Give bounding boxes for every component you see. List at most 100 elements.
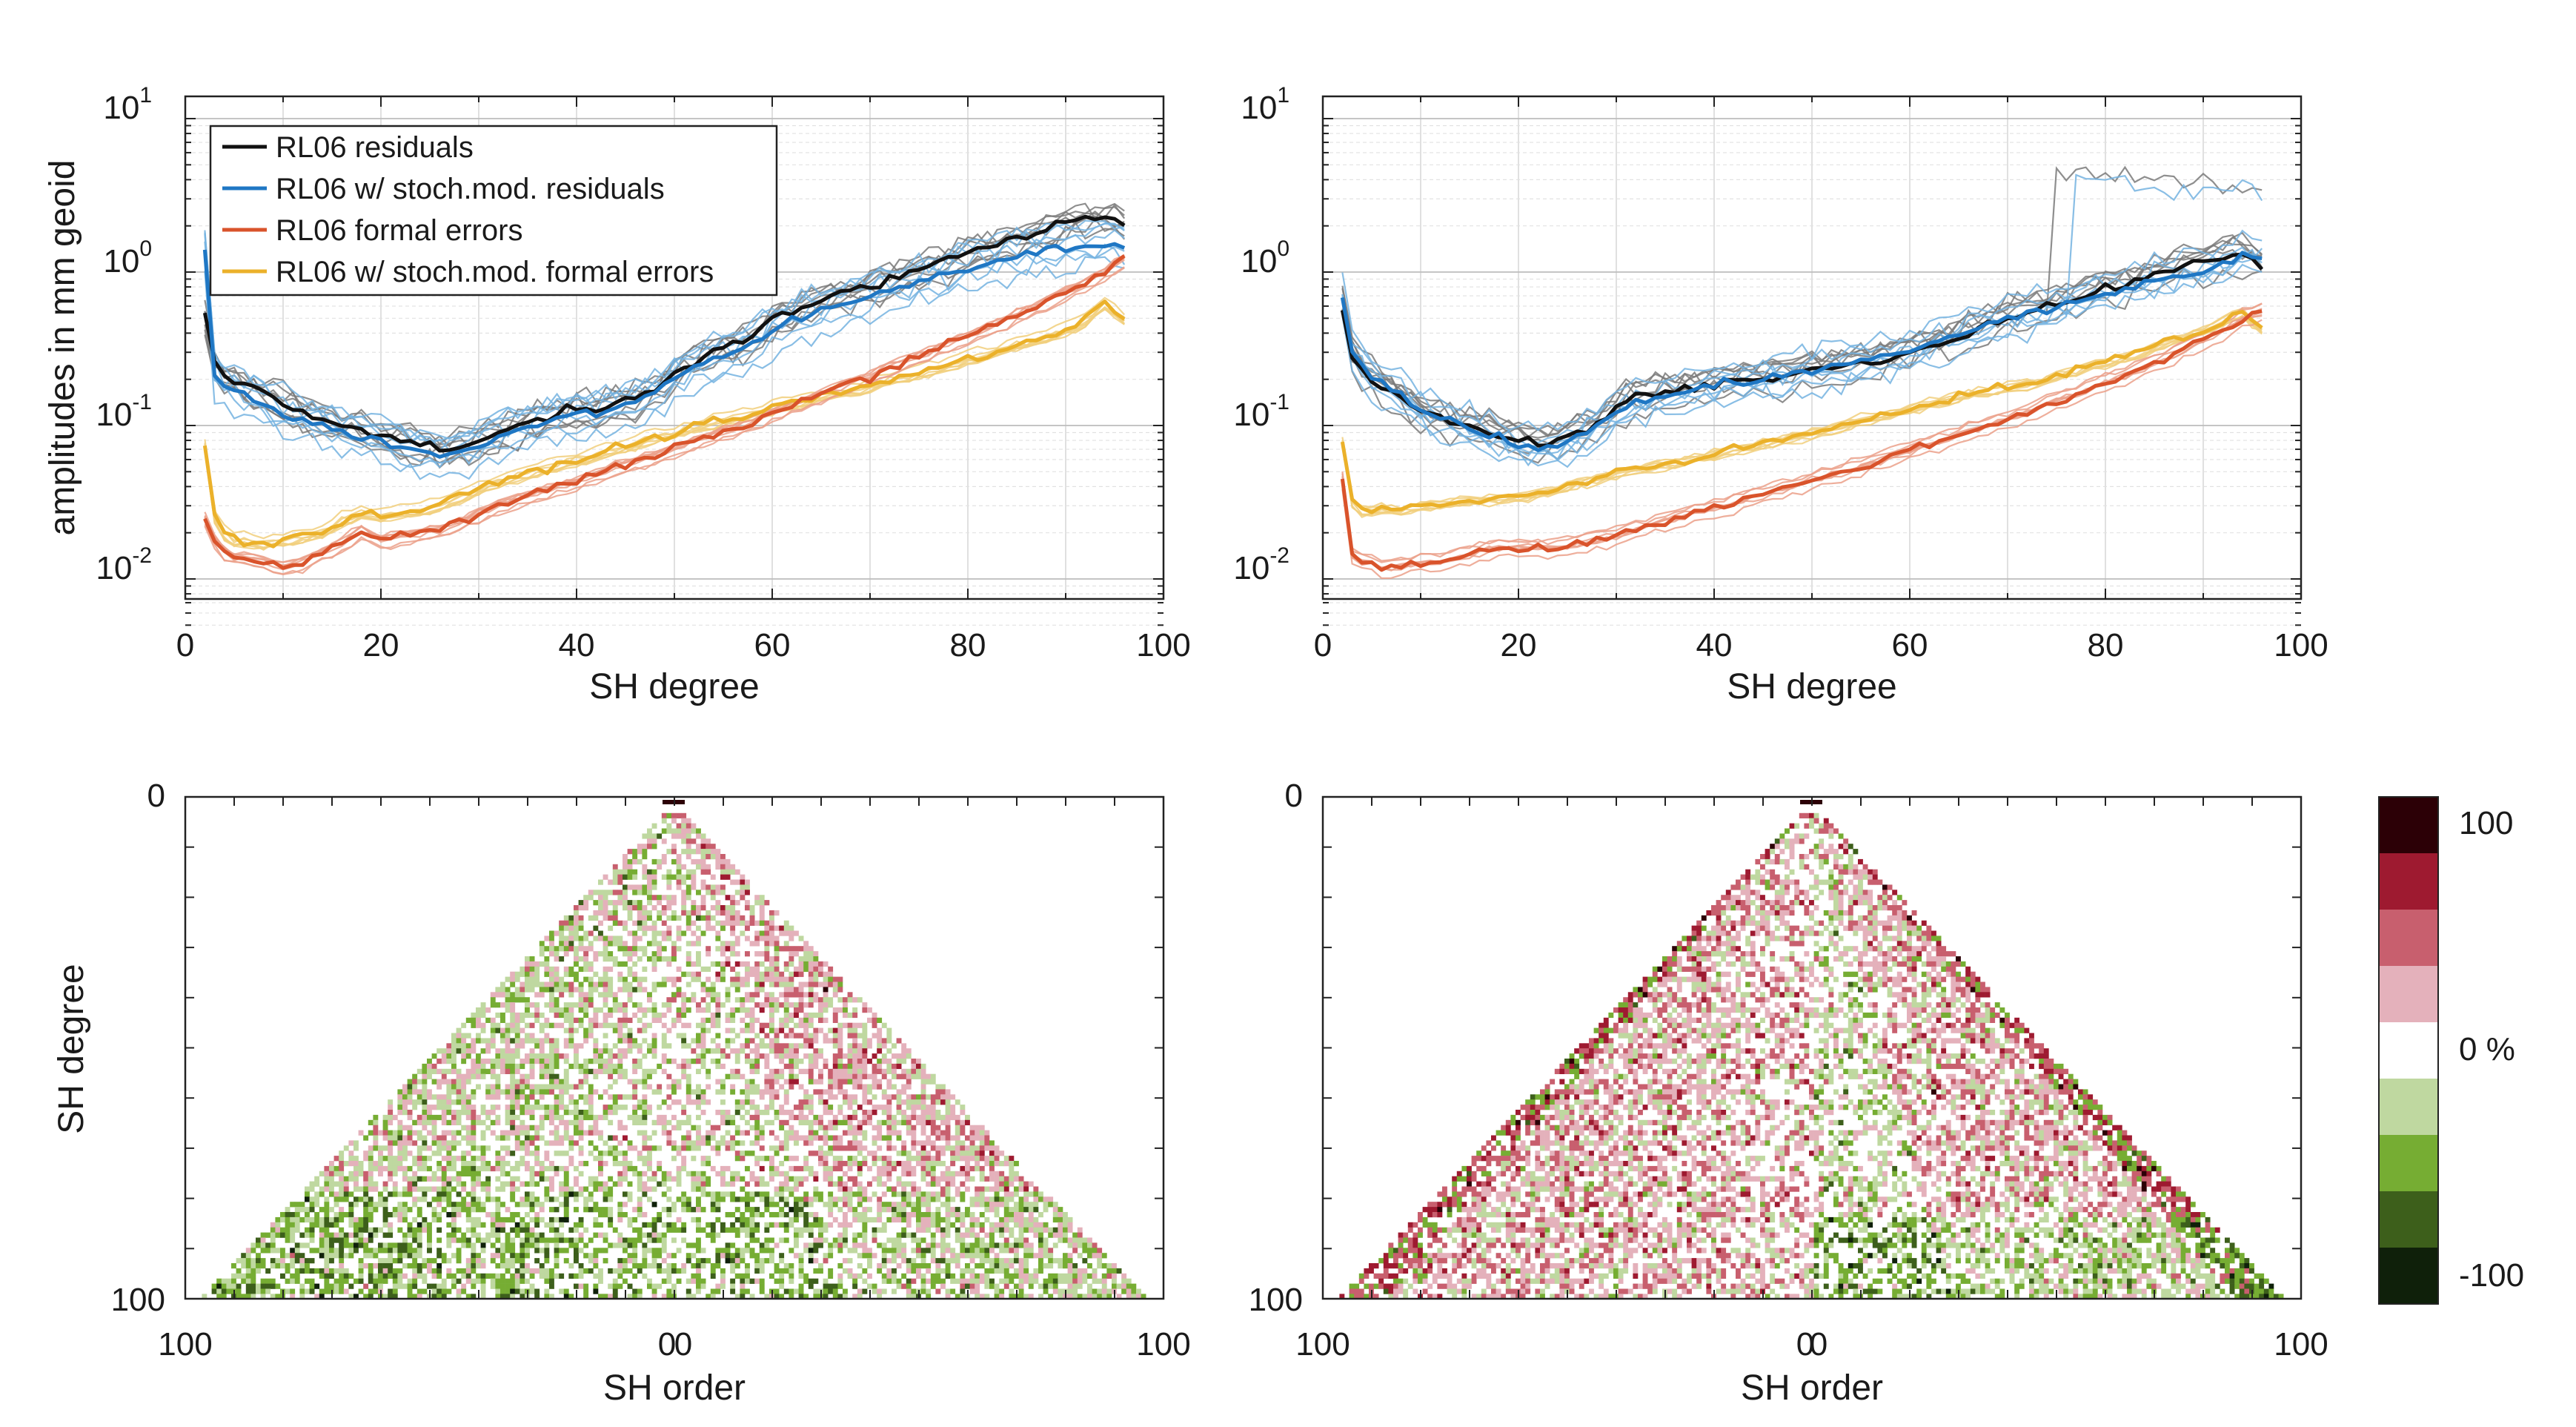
heatmap-cell <box>798 1068 804 1074</box>
heatmap-cell <box>872 1140 877 1146</box>
heatmap-cell <box>632 1119 638 1125</box>
heatmap-cell <box>710 1227 716 1233</box>
heatmap-cell <box>706 864 711 870</box>
heatmap-cell <box>559 925 565 931</box>
heatmap-cell <box>657 1012 663 1019</box>
heatmap-cell <box>642 1027 648 1033</box>
heatmap-cell <box>700 1059 706 1065</box>
heatmap-cell <box>602 1191 608 1197</box>
heatmap-cell <box>627 905 633 911</box>
heatmap-cell <box>265 1242 271 1248</box>
heatmap-cell <box>598 1022 603 1028</box>
heatmap-cell <box>309 1181 315 1187</box>
series-line-stoch_formal <box>202 299 1126 549</box>
heatmap-cell <box>920 1063 926 1070</box>
heatmap-cell <box>456 1110 462 1116</box>
heatmap-cell <box>368 1227 374 1233</box>
heatmap-cell <box>539 992 545 998</box>
heatmap-cell <box>593 1181 599 1187</box>
heatmap-cell <box>525 1212 530 1218</box>
heatmap-cell <box>608 1150 614 1156</box>
heatmap-cell <box>588 1150 594 1156</box>
heatmap-cell <box>608 1196 614 1202</box>
heatmap-cell <box>275 1227 281 1233</box>
heatmap-cell <box>339 1216 345 1223</box>
heatmap-cell <box>623 905 628 911</box>
heatmap-cell <box>975 1237 980 1243</box>
heatmap-cell <box>1052 1242 1058 1248</box>
heatmap-cell <box>730 976 736 982</box>
heatmap-cell <box>1009 1165 1015 1172</box>
heatmap-cell <box>593 1216 599 1223</box>
heatmap-cell <box>862 1110 868 1116</box>
heatmap-cell <box>706 992 711 998</box>
heatmap-cell <box>754 987 760 993</box>
heatmap-cell <box>794 1227 799 1233</box>
heatmap-cell <box>525 987 530 993</box>
heatmap-cell <box>803 1105 809 1110</box>
heatmap-cell <box>823 981 829 987</box>
heatmap-cell <box>510 1048 516 1054</box>
heatmap-cell <box>431 1114 437 1121</box>
heatmap-cell <box>388 1150 394 1156</box>
heatmap-cell <box>471 1089 477 1095</box>
heatmap-cell <box>578 1130 584 1136</box>
heatmap-cell <box>671 956 677 962</box>
heatmap-cell <box>740 981 746 987</box>
heatmap-cell <box>857 1130 863 1136</box>
heatmap-cell <box>754 1043 760 1049</box>
heatmap-cell <box>681 1140 687 1146</box>
heatmap-cell <box>779 1191 785 1197</box>
heatmap-cell <box>671 858 677 865</box>
heatmap-cell <box>661 1099 667 1105</box>
heatmap-cell <box>828 997 834 1003</box>
heatmap-cell <box>886 1156 892 1162</box>
heatmap-cell <box>476 1237 481 1243</box>
heatmap-cell <box>642 1186 648 1192</box>
heatmap-cell <box>647 910 652 916</box>
heatmap-cell <box>774 971 780 977</box>
heatmap-cell <box>632 1216 638 1223</box>
heatmap-cell <box>588 1099 594 1105</box>
heatmap-cell <box>734 981 740 987</box>
heatmap-cell <box>725 956 731 962</box>
heatmap-cell <box>456 1089 462 1095</box>
heatmap-cell <box>783 1156 789 1162</box>
heatmap-cell <box>745 992 750 998</box>
heatmap-cell <box>465 1094 471 1100</box>
heatmap-cell <box>886 1186 892 1192</box>
heatmap-cell <box>926 1079 932 1085</box>
heatmap-cell <box>774 966 780 972</box>
heatmap-cell <box>666 1105 672 1110</box>
heatmap-cell <box>353 1161 359 1167</box>
heatmap-cell <box>280 1227 285 1233</box>
heatmap-cell <box>657 915 663 921</box>
heatmap-cell <box>892 1237 897 1243</box>
heatmap-cell <box>759 1094 765 1100</box>
heatmap-cell <box>984 1140 990 1146</box>
heatmap-cell <box>1058 1207 1063 1213</box>
heatmap-cell <box>632 1110 638 1116</box>
heatmap-cell <box>696 961 701 967</box>
heatmap-cell <box>593 1043 599 1049</box>
heatmap-cell <box>955 1171 960 1176</box>
heatmap-cell <box>397 1165 403 1172</box>
heatmap-cell <box>431 1171 437 1176</box>
panel-degree-amplitudes-left: 0 20 40 60 80 100 101 100 10-1 10-2 SH d… <box>43 83 1191 706</box>
heatmap-cell <box>740 1140 746 1146</box>
heatmap-cell <box>574 1105 579 1110</box>
heatmap-cell <box>916 1227 921 1233</box>
heatmap-cell <box>549 1043 554 1049</box>
heatmap-cell <box>1018 1196 1024 1202</box>
heatmap-cell <box>832 1125 838 1130</box>
heatmap-cell <box>309 1232 315 1238</box>
heatmap-cell <box>745 900 750 906</box>
heatmap-cell <box>627 884 633 890</box>
heatmap-cell <box>837 1038 843 1044</box>
heatmap-cell <box>740 879 746 885</box>
heatmap-cell <box>740 1048 746 1054</box>
heatmap-cell <box>549 1048 554 1054</box>
heatmap-cell <box>525 1038 530 1044</box>
heatmap-cell <box>794 971 799 977</box>
heatmap-cell <box>574 1002 579 1008</box>
